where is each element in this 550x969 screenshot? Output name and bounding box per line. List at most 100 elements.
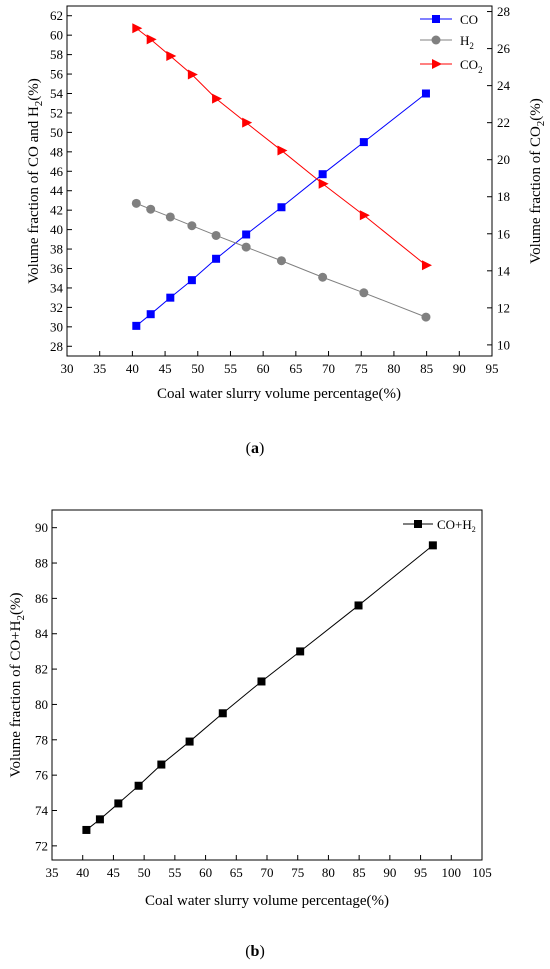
chart-a-left-y-tick-label: 52 <box>50 105 63 120</box>
chart-b: 35 40 45 50 55 60 65 70 75 80 85 90 95 100 105 7274767… <box>8 509 492 960</box>
chart-b-x-tick-label: 80 <box>322 865 335 880</box>
data-point-co <box>187 276 196 285</box>
chart-a-right-y-tick-label: 28 <box>497 4 510 19</box>
data-point-co <box>166 293 175 302</box>
chart-a-left-y-tick-label: 62 <box>50 8 63 23</box>
chart-a-x-tick-label: 70 <box>322 361 335 376</box>
data-point-co <box>146 310 155 319</box>
data-point-co-h2 <box>428 541 437 550</box>
legend-label-co-h2: CO+H2 <box>437 517 476 534</box>
chart-a-right-y-tick-label: 26 <box>497 41 511 56</box>
data-point-co-h2 <box>114 799 123 808</box>
chart-a-left-y-tick-label: 32 <box>50 300 63 315</box>
data-point-h2 <box>359 288 369 298</box>
chart-b-x-axis-title: Coal water slurry volume percentage(%) <box>145 893 389 909</box>
series-line-h2 <box>136 202 427 318</box>
legend-label-co2: CO2 <box>460 57 483 75</box>
data-point-co-h2 <box>134 781 143 790</box>
chart-b-x-tick-label: 95 <box>414 865 427 880</box>
data-point-co <box>212 254 221 263</box>
series-co2 <box>132 23 432 271</box>
data-point-co2 <box>166 51 177 61</box>
chart-a-left-y-tick-label: 48 <box>50 144 63 159</box>
data-point-h2 <box>276 256 286 266</box>
chart-a-left-y-tick-label: 42 <box>50 203 63 218</box>
data-point-co2 <box>242 117 253 128</box>
chart-a-x-tick-label: 40 <box>126 361 139 376</box>
chart-a-legend: CO H2 CO2 <box>420 12 483 75</box>
data-point-co-h2 <box>95 815 104 824</box>
data-point-co <box>242 230 251 239</box>
legend-item-h2: H2 <box>420 33 474 51</box>
chart-b-series <box>82 541 437 834</box>
data-point-co <box>421 89 430 98</box>
data-point-co2 <box>212 93 223 104</box>
chart-a-right-y-tick-label: 24 <box>497 78 511 93</box>
chart-b-x-tick-label: 105 <box>472 865 492 880</box>
data-point-co-h2 <box>354 601 363 610</box>
chart-b-x-axis: 35 40 45 50 55 60 65 70 75 80 85 90 95 100 105 <box>46 855 492 880</box>
chart-b-x-tick-label: 75 <box>291 865 304 880</box>
chart-a-left-y-tick-label: 44 <box>50 183 64 198</box>
data-point-co-h2 <box>185 737 194 746</box>
data-point-co-h2 <box>296 647 305 656</box>
series-line-co2 <box>136 27 427 266</box>
chart-b-x-tick-label: 100 <box>442 865 462 880</box>
chart-b-legend: CO+H2 <box>403 517 476 534</box>
data-point-h2 <box>146 204 156 214</box>
chart-a-left-y-tick-label: 46 <box>50 164 64 179</box>
chart-b-y-tick-label: 84 <box>35 626 49 641</box>
data-point-co-h2 <box>257 677 266 686</box>
legend-item-co: CO <box>420 12 478 27</box>
data-point-h2 <box>165 212 175 222</box>
data-point-co2 <box>132 23 143 34</box>
data-point-co2 <box>421 260 432 271</box>
chart-a-x-tick-label: 45 <box>159 361 172 376</box>
data-point-co <box>132 321 141 330</box>
series-co-h2 <box>82 541 437 834</box>
data-point-h2 <box>131 198 141 208</box>
chart-b-y-tick-label: 90 <box>35 520 48 535</box>
data-point-co-h2 <box>157 760 166 769</box>
chart-a-series <box>131 23 432 330</box>
data-point-co-h2 <box>218 709 227 718</box>
chart-a-left-y-tick-label: 54 <box>50 86 64 101</box>
chart-a-left-y-tick-label: 58 <box>50 47 63 62</box>
chart-a-right-y-tick-label: 20 <box>497 152 510 167</box>
chart-a-right-y-tick-label: 10 <box>497 337 510 352</box>
chart-a: 30 35 40 45 50 55 60 65 70 75 80 85 90 95 28 30 32 34 36 3… <box>26 4 547 457</box>
legend-marker-co <box>432 15 440 23</box>
chart-b-y-tick-label: 86 <box>35 591 49 606</box>
data-point-co <box>318 170 327 179</box>
data-point-co2 <box>359 210 370 221</box>
legend-item-co2: CO2 <box>420 57 483 75</box>
chart-a-right-y-tick-label: 18 <box>497 189 510 204</box>
chart-a-x-axis: 30 35 40 45 50 55 60 65 70 75 80 85 90 95 <box>61 351 499 376</box>
chart-a-x-tick-label: 95 <box>486 361 499 376</box>
series-h2 <box>131 198 431 322</box>
chart-b-y-tick-label: 82 <box>35 662 48 677</box>
data-point-h2 <box>318 272 328 282</box>
data-point-co2 <box>277 145 288 156</box>
chart-b-y-tick-label: 88 <box>35 556 48 571</box>
chart-a-left-y-tick-label: 40 <box>50 222 63 237</box>
data-point-h2 <box>187 221 197 231</box>
legend-label-co: CO <box>460 12 478 27</box>
chart-b-x-tick-label: 45 <box>107 865 120 880</box>
data-point-h2 <box>421 312 431 322</box>
chart-b-y-axis-title: Volume fraction of CO+H2(%) <box>8 593 27 778</box>
chart-a-left-y-tick-label: 36 <box>50 261 64 276</box>
series-line-co <box>135 93 427 327</box>
data-point-co <box>359 138 368 147</box>
chart-b-y-axis: 72 74 76 78 80 82 84 86 88 90 <box>35 520 57 853</box>
chart-a-left-y-tick-label: 50 <box>50 125 63 140</box>
chart-b-y-tick-label: 74 <box>35 803 49 818</box>
chart-a-right-y-axis-title: Volume fraction of CO2(%) <box>528 98 547 264</box>
data-point-co2 <box>318 178 329 189</box>
chart-a-x-tick-label: 65 <box>289 361 302 376</box>
chart-a-x-tick-label: 55 <box>224 361 237 376</box>
chart-b-x-tick-label: 35 <box>46 865 59 880</box>
data-point-co-h2 <box>82 825 91 834</box>
chart-a-right-y-tick-label: 12 <box>497 300 510 315</box>
chart-a-x-tick-label: 80 <box>387 361 400 376</box>
